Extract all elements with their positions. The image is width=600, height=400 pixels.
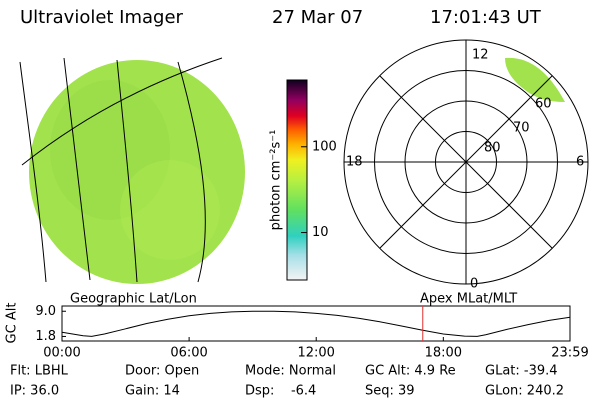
status-field: Gain: 14 [125,384,180,399]
colorbar [286,79,308,281]
status-field: Mode: Normal [245,364,336,379]
status-field: Door: Open [125,364,199,379]
altitude-line [61,310,571,337]
y-tick-label: 9.0 [35,304,56,319]
title: Ultraviolet Imager [20,7,184,28]
x-tick-label: 23:59 [551,346,588,361]
x-tick-label: 18:00 [425,346,462,361]
x-tick-label: 06:00 [170,346,207,361]
polar-plot: 12 18 6 0 80 70 60 [343,39,589,292]
colorbar-tick-label: 10 [312,225,329,240]
date: 27 Mar 07 [272,7,363,28]
polar-label: 12 [472,48,489,63]
x-tick-label: 12:00 [297,346,334,361]
colorbar-label: photon cm⁻²s⁻¹ [269,130,284,231]
alt-plot-frame [61,305,571,342]
footer: Flt: LBHL IP: 36.0 Door: Open Gain: 14 Mode:… [10,364,564,399]
time: 17:01:43 UT [430,7,542,28]
status-field: Flt: LBHL [10,364,69,379]
status-field: GLon: 240.2 [485,384,564,399]
alt-left-label: Geographic Lat/Lon [70,292,197,307]
status-field: Seq: 39 [365,384,415,399]
y-tick-label: 1.8 [35,329,56,344]
status-field: GC Alt: 4.9 Re [365,364,456,379]
colorbar-tick-label: 100 [312,139,337,154]
x-tick-label: 00:00 [43,346,80,361]
status-field: IP: 36.0 [10,384,59,399]
ring-label: 80 [484,141,501,156]
ring-label: 70 [513,121,530,136]
polar-label: 6 [576,155,584,170]
alt-ylabel: GC Alt [5,303,20,344]
alt-right-label: Apex MLat/MLT [420,292,517,307]
status-field: Dsp: -6.4 [245,384,316,399]
polar-label: 0 [470,277,478,292]
polar-label: 18 [346,155,363,170]
earth-image [19,57,245,284]
status-field: GLat: -39.4 [485,364,558,379]
ring-label: 60 [535,97,552,112]
